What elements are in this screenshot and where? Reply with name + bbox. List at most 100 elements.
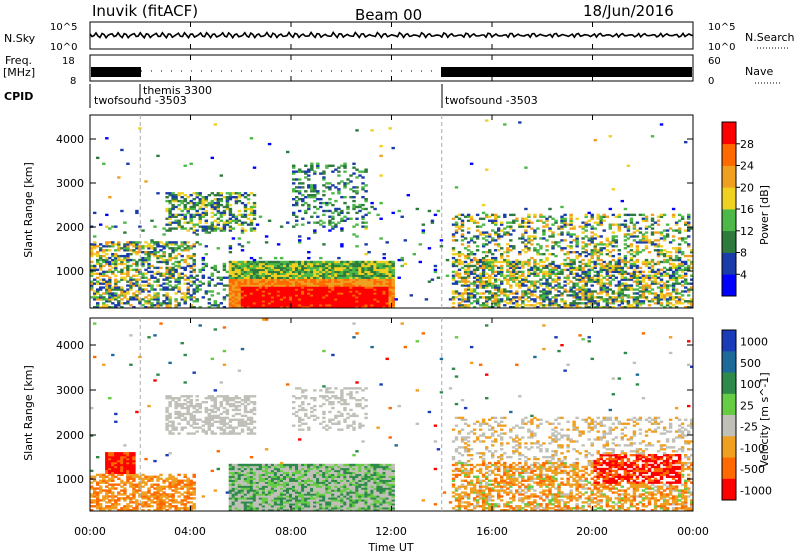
power-cell xyxy=(237,276,242,279)
power-cell xyxy=(126,266,130,270)
power-cell xyxy=(602,243,606,246)
power-cell xyxy=(174,227,178,230)
power-cell xyxy=(352,274,356,277)
power-cell xyxy=(382,282,386,285)
power-cell xyxy=(120,306,124,309)
power-cell xyxy=(292,272,296,275)
power-cell xyxy=(659,280,664,283)
power-cell xyxy=(301,306,305,309)
power-cell xyxy=(436,209,441,213)
power-cell xyxy=(144,245,148,248)
power-cell xyxy=(334,282,338,285)
velocity-cell xyxy=(129,497,133,500)
power-cell xyxy=(569,221,573,224)
power-cell xyxy=(240,231,245,234)
power-cell xyxy=(328,300,332,303)
power-cell xyxy=(249,300,254,303)
power-cell xyxy=(328,186,332,189)
power-cell xyxy=(298,235,302,238)
power-cell xyxy=(626,260,631,264)
power-cell xyxy=(557,286,561,289)
power-cell xyxy=(307,264,311,268)
power-cell xyxy=(237,286,242,289)
velocity-cell xyxy=(99,487,103,490)
power-cell xyxy=(626,225,631,228)
power-cell xyxy=(177,280,181,283)
power-cell xyxy=(542,221,546,224)
power-cell xyxy=(132,258,136,262)
power-cell xyxy=(491,268,495,272)
velocity-cell xyxy=(90,475,94,478)
power-cell xyxy=(599,217,603,220)
power-cell xyxy=(475,249,480,252)
power-cell xyxy=(171,227,175,230)
power-cell xyxy=(340,276,344,279)
power-cell xyxy=(183,213,187,217)
power-cell xyxy=(373,260,377,264)
power-cell xyxy=(623,243,628,246)
power-cell xyxy=(578,286,582,289)
power-cell xyxy=(463,237,468,240)
power-cell xyxy=(659,245,664,248)
power-cell xyxy=(286,290,290,293)
power-cell xyxy=(512,296,516,299)
power-cell xyxy=(409,294,414,297)
power-cell xyxy=(174,300,178,303)
power-cell xyxy=(192,258,196,262)
power-cell xyxy=(102,286,106,289)
power-cell xyxy=(316,268,320,272)
power-cell xyxy=(108,270,112,274)
power-cell xyxy=(138,288,142,291)
power-cell xyxy=(162,245,166,248)
power-cell xyxy=(141,260,145,264)
power-cell xyxy=(593,260,597,264)
power-cell xyxy=(183,268,187,272)
power-cell xyxy=(111,260,115,264)
power-cell xyxy=(578,264,582,268)
power-cell xyxy=(509,239,513,242)
power-cell xyxy=(204,209,209,213)
power-cell xyxy=(213,302,218,305)
power-cell xyxy=(267,260,272,264)
power-cell xyxy=(304,211,308,215)
power-cell xyxy=(687,266,691,270)
power-cell xyxy=(301,294,305,297)
power-cell xyxy=(346,300,350,303)
velocity-cell xyxy=(108,501,112,504)
power-cell xyxy=(346,294,350,297)
power-cell xyxy=(542,276,546,279)
power-cell xyxy=(575,304,579,307)
power-cell xyxy=(512,292,516,295)
power-cell xyxy=(690,286,694,289)
power-cell xyxy=(659,294,664,297)
power-cell xyxy=(123,249,127,252)
power-cell xyxy=(276,284,281,287)
velocity-cell xyxy=(114,469,118,473)
power-cell xyxy=(635,241,640,244)
power-cell xyxy=(382,286,386,289)
velocity-cell xyxy=(108,483,112,486)
power-cell xyxy=(213,207,218,211)
power-cell xyxy=(337,207,341,211)
power-cell xyxy=(316,306,320,309)
power-cell xyxy=(460,225,465,228)
power-cell xyxy=(304,176,308,179)
power-cell xyxy=(292,294,296,297)
power-cell xyxy=(662,286,667,289)
power-cell xyxy=(542,296,546,299)
power-cell xyxy=(186,245,190,248)
power-cell xyxy=(304,300,308,303)
power-cell xyxy=(276,264,281,268)
power-cell xyxy=(346,211,350,215)
power-cell xyxy=(515,270,519,274)
power-cell xyxy=(319,288,323,291)
power-cell xyxy=(279,288,284,291)
power-cell xyxy=(316,298,320,301)
power-cell xyxy=(298,300,302,303)
power-cell xyxy=(153,249,157,252)
power-cell xyxy=(192,300,196,303)
power-cell xyxy=(512,280,516,283)
velocity-cell xyxy=(120,479,124,482)
power-cell xyxy=(132,294,136,297)
power-cell xyxy=(379,304,383,307)
